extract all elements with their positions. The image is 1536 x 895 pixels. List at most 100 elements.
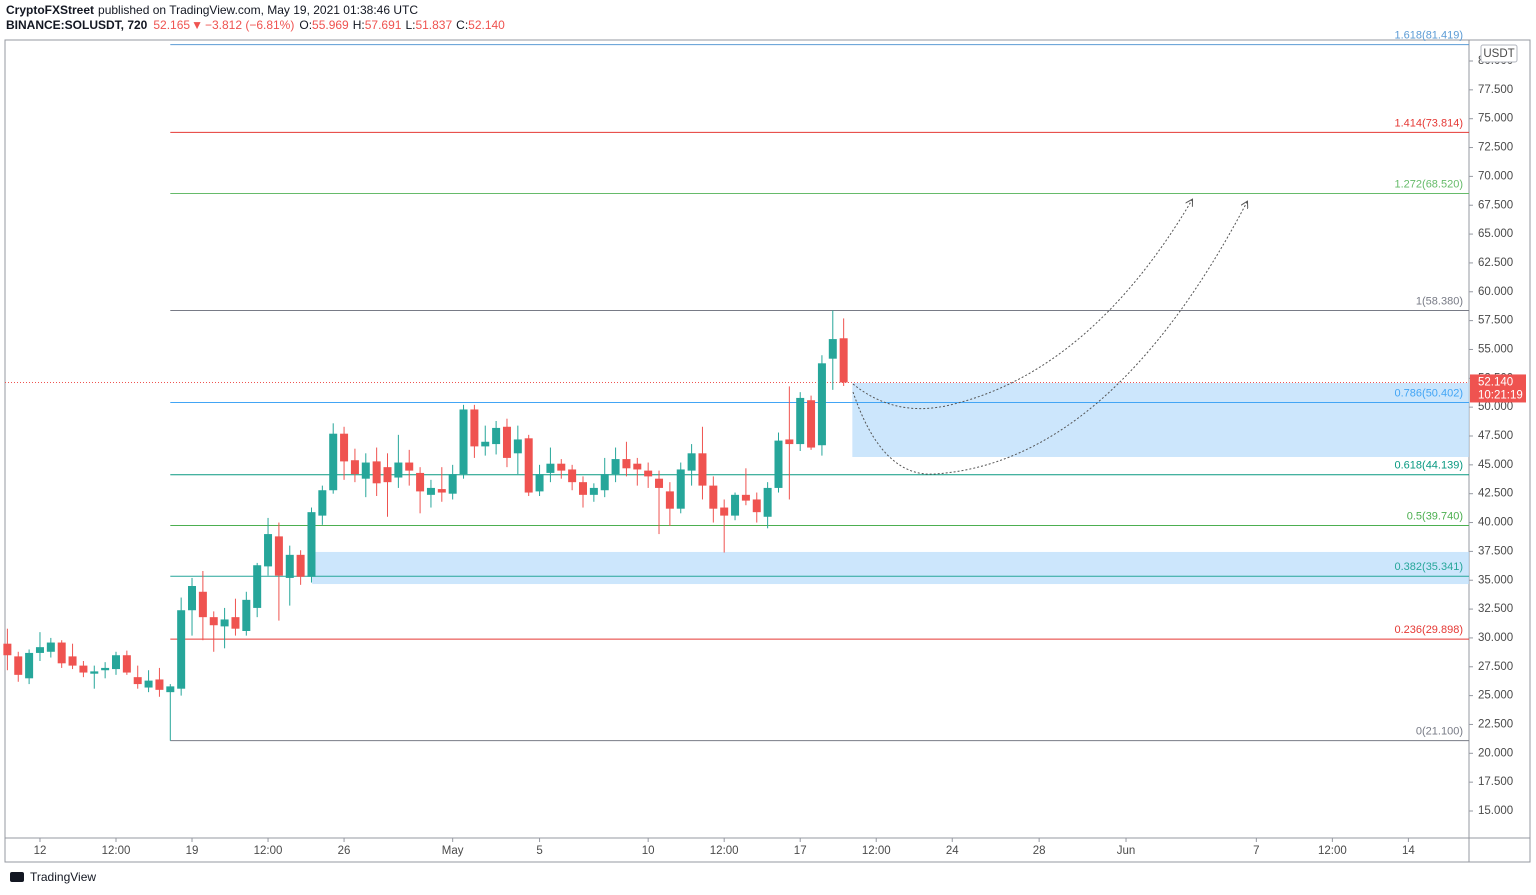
candle-body (426, 487, 435, 495)
currency: USDT (1483, 48, 1514, 60)
fib-label: 0.236(29.898) (1395, 624, 1464, 636)
candle-body (46, 642, 55, 652)
x-tick-label: 12 (34, 845, 47, 857)
x-tick-label: 12:00 (1318, 845, 1347, 857)
candle-body (361, 462, 370, 479)
projection-curve (852, 202, 1247, 475)
candle-body (209, 617, 218, 626)
candle-body (296, 554, 305, 577)
candle-body (231, 617, 240, 629)
candle-body (709, 485, 718, 509)
candle-body (752, 499, 761, 513)
y-tick-label: 15.000 (1478, 805, 1513, 817)
zones (312, 382, 1470, 585)
candle-body (600, 474, 609, 491)
x-tick-label: 12:00 (102, 845, 131, 857)
candle-body (25, 652, 34, 679)
header: CryptoFXStreet published on TradingView.c… (6, 3, 505, 32)
candle-body (665, 491, 674, 509)
candle-body (274, 536, 283, 576)
candle-body (676, 469, 685, 509)
y-tick-label: 55.000 (1478, 343, 1513, 355)
candle-body (3, 643, 12, 656)
x-tick-label: 24 (946, 845, 959, 857)
candle-body (785, 439, 794, 445)
candle-body (741, 494, 750, 501)
candle-body (340, 433, 349, 462)
candle-body (57, 642, 66, 664)
y-tick-label: 67.500 (1478, 199, 1513, 211)
last-price-label: 52.140 (1478, 376, 1513, 388)
candle-body (220, 619, 229, 627)
x-tick-label: May (442, 845, 464, 857)
projections (852, 200, 1247, 475)
x-tick-label: 12:00 (710, 845, 739, 857)
fib-label: 1(58.380) (1416, 295, 1463, 307)
candle-body (177, 610, 186, 689)
candle-body (318, 490, 327, 516)
candle-body (166, 686, 175, 693)
candle-body (622, 459, 631, 469)
candle-body (644, 470, 653, 477)
projection-curve (852, 200, 1192, 410)
candle-body (383, 467, 392, 483)
x-tick-label: 14 (1402, 845, 1415, 857)
candle-body (416, 472, 425, 492)
candle-body (763, 487, 772, 517)
x-tick-label: 7 (1253, 845, 1259, 857)
y-tick-label: 75.000 (1478, 113, 1513, 125)
candle-body (79, 665, 88, 673)
y-tick-label: 62.500 (1478, 257, 1513, 269)
candle-body (111, 655, 120, 670)
ohlc-label: H: (353, 18, 365, 32)
x-tick-label: 12:00 (862, 845, 891, 857)
candle-body (307, 512, 316, 577)
candle-body (502, 426, 511, 458)
zone (852, 382, 1469, 457)
y-tick-label: 50.000 (1478, 401, 1513, 413)
ohlc-value: 55.969 (312, 18, 349, 32)
y-tick-label: 42.500 (1478, 488, 1513, 500)
y-tick-label: 20.000 (1478, 747, 1513, 759)
y-tick-label: 45.000 (1478, 459, 1513, 471)
fib-levels: 1.618(81.419) 1.414(73.814) 1.272(68.520) 1… (5, 30, 1469, 742)
ohlc-value: 52.140 (468, 18, 505, 32)
candle-body (68, 656, 77, 666)
candles (3, 310, 848, 741)
x-tick-label: 17 (794, 845, 807, 857)
countdown: 10:21:19 (1478, 389, 1523, 401)
candle-body (122, 655, 131, 673)
candle-body (796, 397, 805, 445)
candle-body (198, 591, 207, 618)
candle-body (253, 565, 262, 608)
fib-label: 0.618(44.139) (1395, 460, 1464, 472)
y-tick-label: 32.500 (1478, 603, 1513, 615)
candle-body (394, 462, 403, 478)
ohlc-label: L: (405, 18, 415, 32)
candle-body (481, 441, 490, 447)
candle-body (90, 671, 99, 674)
candle-body (589, 487, 598, 495)
candle-body (242, 599, 251, 631)
x-tick-label: 26 (338, 845, 351, 857)
y-tick-label: 72.500 (1478, 142, 1513, 154)
currency-badge (1480, 44, 1518, 63)
published: published on TradingView.com, May 19, 20… (98, 3, 418, 17)
candle-body (329, 433, 338, 491)
candle-body (405, 462, 414, 471)
candle-body (101, 667, 110, 671)
candle-body (546, 463, 555, 473)
fib-label: 1.414(73.814) (1395, 117, 1464, 129)
footer: TradingView (30, 870, 96, 884)
y-tick-label: 22.500 (1478, 718, 1513, 730)
fib-label: 0.382(35.341) (1395, 561, 1464, 573)
fib-label: 0.786(50.402) (1395, 387, 1464, 399)
y-tick-label: 17.500 (1478, 776, 1513, 788)
candle-body (578, 482, 587, 495)
y-tick-label: 37.500 (1478, 545, 1513, 557)
candle-body (611, 459, 620, 475)
y-tick-label: 25.000 (1478, 690, 1513, 702)
candle-body (817, 363, 826, 446)
